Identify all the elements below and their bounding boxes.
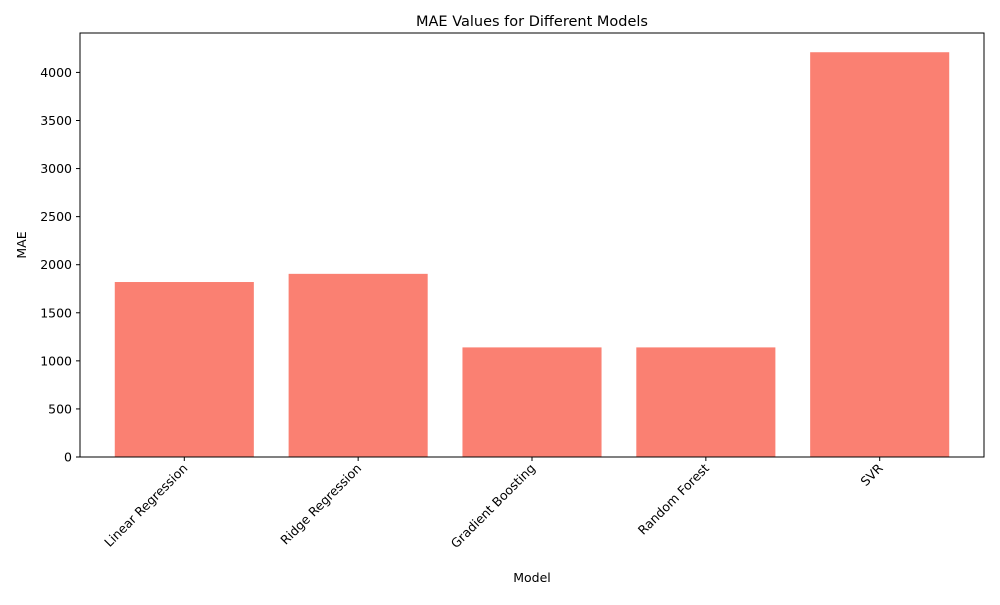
- x-tick-label: SVR: [857, 460, 886, 489]
- bars-group: [114, 52, 950, 457]
- y-axis: 0 500 1000 1500 2000 2500 3000 3500 4000: [40, 65, 80, 465]
- x-tick-label: Linear Regression: [101, 461, 190, 550]
- bar-random-forest: [636, 347, 776, 457]
- plot-frame: [79, 32, 985, 458]
- y-tick-label: 2000: [40, 257, 72, 272]
- x-tick-label: Gradient Boosting: [448, 461, 539, 552]
- y-tick-label: 0: [64, 450, 72, 465]
- bar-gradient-boosting: [462, 347, 602, 457]
- bar-svr: [810, 52, 950, 457]
- y-tick-label: 3000: [40, 161, 72, 176]
- y-tick-label: 4000: [40, 65, 72, 80]
- y-axis-label: MAE: [14, 231, 29, 258]
- y-tick-label: 3500: [40, 113, 72, 128]
- y-tick-label: 1500: [40, 305, 72, 320]
- x-tick-label: Ridge Regression: [277, 461, 364, 548]
- x-axis: Linear Regression Ridge Regression Gradien…: [101, 457, 886, 551]
- x-tick-label: Random Forest: [635, 460, 712, 537]
- bar-linear-regression: [114, 282, 254, 457]
- y-tick-label: 500: [48, 401, 72, 416]
- chart-title: MAE Values for Different Models: [416, 14, 648, 30]
- y-tick-label: 2500: [40, 209, 72, 224]
- y-tick-label: 1000: [40, 353, 72, 368]
- x-axis-label: Model: [513, 570, 551, 585]
- bar-ridge-regression: [288, 273, 428, 457]
